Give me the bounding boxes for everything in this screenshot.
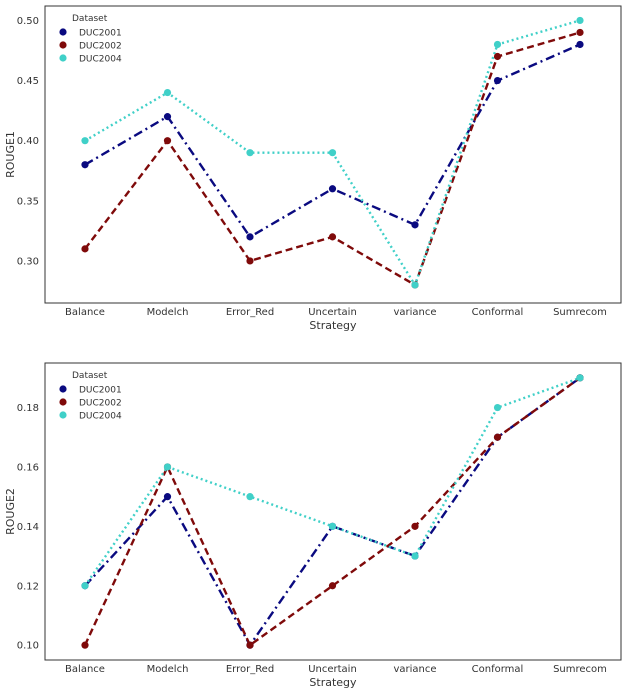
x-tick-label: Conformal [472, 307, 524, 318]
data-point-duc2004 [163, 88, 172, 97]
legend-marker [59, 385, 67, 393]
data-point-duc2004 [493, 40, 502, 49]
y-tick-label: 0.16 [17, 462, 39, 473]
x-tick-label: Uncertain [308, 307, 357, 318]
legend-title: Dataset [72, 14, 108, 24]
legend-label: DUC2004 [79, 55, 122, 65]
plot-frame [44, 362, 622, 661]
data-point-duc2004 [328, 149, 337, 157]
y-tick-label: 0.45 [17, 76, 39, 87]
data-point-duc2004 [576, 16, 584, 25]
x-tick-label: Modelch [147, 307, 189, 318]
data-point-duc2001 [246, 233, 254, 241]
legend-title: Dataset [72, 371, 108, 381]
y-axis-label: ROUGE2 [4, 488, 17, 535]
y-tick-label: 0.10 [17, 641, 39, 652]
data-point-duc2004 [493, 403, 502, 412]
data-point-duc2002 [246, 641, 254, 649]
data-point-duc2002 [328, 582, 337, 590]
y-axis-label: ROUGE1 [4, 131, 17, 178]
x-tick-label: variance [393, 664, 436, 675]
data-point-duc2004 [81, 582, 89, 590]
x-tick-label: Error_Red [226, 307, 274, 318]
data-point-duc2001 [163, 493, 172, 501]
legend-label: DUC2001 [79, 29, 122, 39]
data-point-duc2001 [493, 76, 502, 85]
legend-marker [59, 54, 67, 62]
data-point-duc2002 [163, 137, 172, 145]
legend-marker [59, 28, 67, 36]
data-point-duc2004 [246, 149, 254, 157]
chart-2: 0.10 0.12 0.14 0.16 0.18 Balance Modelch Error_… [4, 362, 622, 689]
chart-1: 0.30 0.35 0.40 0.45 0.50 Balance Modelch Error_… [4, 5, 622, 332]
x-tick-label: Error_Red [226, 664, 274, 675]
legend-marker [59, 398, 67, 406]
data-point-duc2004 [163, 463, 172, 471]
data-point-duc2004 [576, 374, 584, 382]
data-point-duc2002 [411, 522, 419, 530]
data-point-duc2004 [411, 552, 419, 560]
legend-label: DUC2002 [79, 42, 122, 52]
y-tick-label: 0.12 [17, 581, 39, 592]
y-tick-label: 0.18 [17, 403, 39, 414]
y-tick-label: 0.35 [17, 196, 39, 207]
legend-marker [59, 41, 67, 49]
legend-label: DUC2004 [79, 412, 122, 422]
data-point-duc2002 [246, 257, 254, 265]
data-point-duc2002 [576, 28, 584, 37]
x-tick-label: Uncertain [308, 664, 357, 675]
data-point-duc2002 [81, 641, 89, 649]
data-point-duc2001 [411, 221, 419, 229]
legend: Dataset DUC2001 DUC2002 DUC2004 [59, 14, 122, 65]
y-tick-label: 0.50 [17, 16, 39, 27]
data-point-duc2002 [81, 245, 89, 253]
x-tick-label: Sumrecom [553, 664, 607, 675]
legend-marker [59, 411, 67, 419]
data-point-duc2004 [246, 493, 254, 501]
x-tick-label: variance [393, 307, 436, 318]
x-axis-label: Strategy [309, 676, 357, 689]
y-tick-label: 0.14 [17, 522, 39, 533]
data-point-duc2001 [576, 40, 584, 49]
data-point-duc2002 [493, 433, 502, 441]
x-tick-label: Sumrecom [553, 307, 607, 318]
legend-label: DUC2002 [79, 399, 122, 409]
data-point-duc2004 [411, 281, 419, 289]
x-tick-label: Modelch [147, 664, 189, 675]
x-axis-label: Strategy [309, 319, 357, 332]
y-tick-label: 0.40 [17, 136, 39, 147]
y-tick-label: 0.30 [17, 256, 39, 267]
data-point-duc2002 [493, 52, 502, 61]
data-point-duc2001 [328, 185, 337, 193]
x-tick-label: Conformal [472, 664, 524, 675]
data-point-duc2004 [328, 522, 337, 530]
data-point-duc2002 [328, 233, 337, 241]
data-point-duc2001 [163, 113, 172, 121]
legend: Dataset DUC2001 DUC2002 DUC2004 [59, 371, 122, 422]
data-point-duc2004 [81, 137, 89, 145]
legend-label: DUC2001 [79, 386, 122, 396]
x-tick-label: Balance [65, 664, 105, 675]
x-tick-label: Balance [65, 307, 105, 318]
data-point-duc2001 [81, 161, 89, 169]
